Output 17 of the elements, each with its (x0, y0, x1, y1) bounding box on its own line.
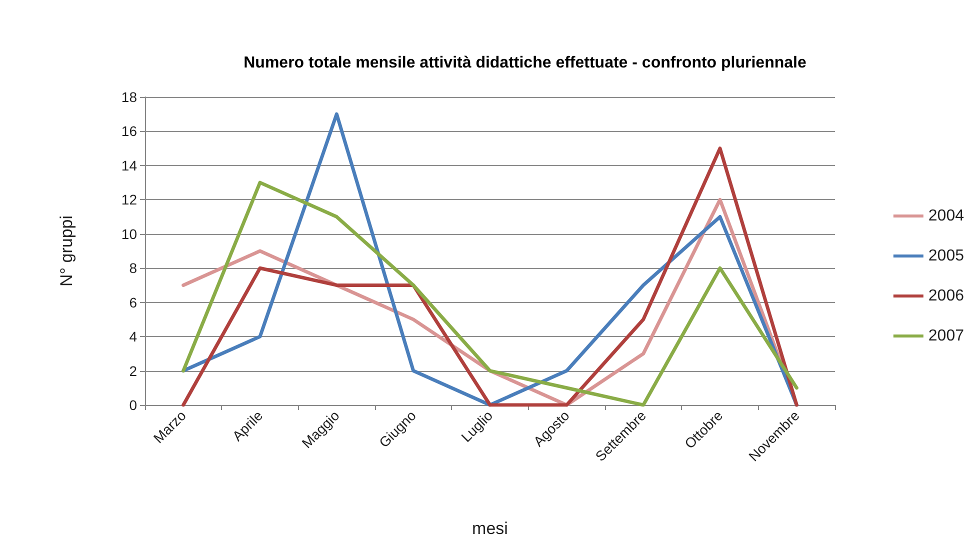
legend-label: 2005 (928, 248, 964, 264)
x-axis-title: mesi (472, 519, 508, 538)
chart-title: Numero totale mensile attività didattiche effettuate - confronto pluriennale (244, 54, 806, 72)
y-tick-label: 14 (121, 157, 138, 174)
legend-label: 2004 (928, 208, 964, 224)
y-tick-label: 12 (121, 192, 138, 208)
legend-label: 2007 (928, 328, 964, 344)
y-tick-label: 6 (129, 294, 138, 310)
y-tick-label: 18 (121, 89, 138, 105)
legend-label: 2006 (928, 288, 964, 304)
y-tick-label: 10 (121, 226, 138, 242)
y-tick-label: 2 (129, 362, 138, 379)
y-axis-title: N° gruppi (57, 215, 76, 287)
y-tick-label: 4 (129, 328, 138, 345)
y-tick-label: 8 (129, 260, 138, 276)
y-tick-label: 0 (129, 397, 138, 413)
y-tick-label: 16 (121, 123, 138, 140)
